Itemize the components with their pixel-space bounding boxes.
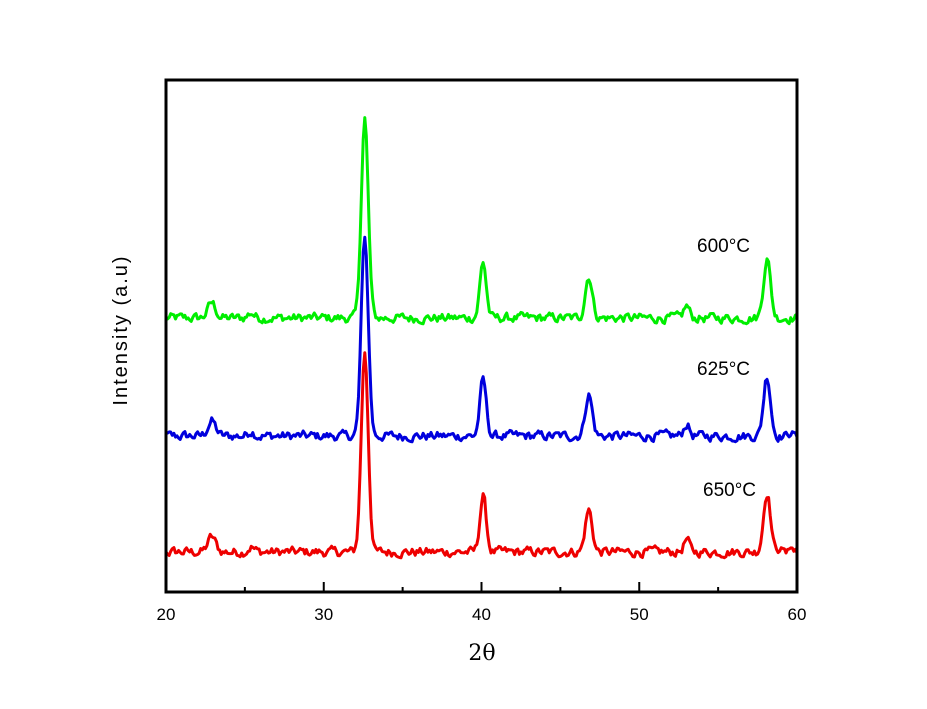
series-label-600: 600°C [697, 236, 750, 257]
series-line-625 [165, 235, 799, 444]
x-axis: 20 30 40 50 60 [157, 582, 807, 624]
x-axis-label: 2θ [468, 641, 495, 666]
x-tick-label: 40 [472, 605, 491, 624]
x-tick-label: 60 [788, 605, 807, 624]
series-layer [164, 116, 799, 560]
x-tick-label: 30 [314, 605, 333, 624]
x-tick-label: 50 [630, 605, 649, 624]
series-label-625: 625°C [697, 359, 750, 380]
series-label-650: 650°C [703, 480, 756, 501]
series-line-600 [164, 116, 798, 326]
y-axis-label: Intensity (a.u) [110, 254, 132, 405]
x-tick-label: 20 [157, 605, 176, 624]
series-line-650 [164, 351, 799, 560]
